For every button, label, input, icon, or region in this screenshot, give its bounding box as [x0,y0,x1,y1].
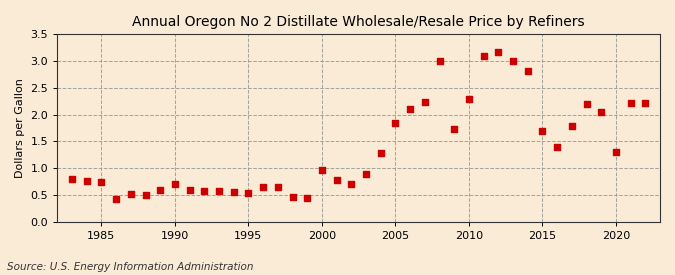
Point [449,127,460,131]
Point [508,58,518,63]
Point [184,187,195,192]
Point [126,192,136,196]
Point [111,197,122,201]
Point [522,68,533,73]
Point [140,193,151,197]
Point [287,195,298,199]
Point [464,97,475,101]
Point [331,178,342,183]
Point [96,179,107,184]
Y-axis label: Dollars per Gallon: Dollars per Gallon [15,78,25,178]
Point [169,182,180,186]
Point [273,185,284,190]
Point [302,196,313,200]
Point [551,145,562,150]
Point [537,128,548,133]
Title: Annual Oregon No 2 Distillate Wholesale/Resale Price by Refiners: Annual Oregon No 2 Distillate Wholesale/… [132,15,585,29]
Point [317,167,327,172]
Point [243,191,254,195]
Point [581,102,592,106]
Point [199,188,210,193]
Point [419,100,430,104]
Point [596,110,607,114]
Point [610,149,621,154]
Point [67,177,78,181]
Text: Source: U.S. Energy Information Administration: Source: U.S. Energy Information Administ… [7,262,253,272]
Point [390,120,401,125]
Point [405,107,416,111]
Point [228,190,239,194]
Point [640,101,651,105]
Point [434,58,445,63]
Point [566,124,577,129]
Point [375,151,386,155]
Point [213,189,224,193]
Point [625,101,636,106]
Point [493,50,504,54]
Point [346,182,356,186]
Point [258,185,269,189]
Point [478,54,489,59]
Point [155,187,165,192]
Point [81,179,92,183]
Point [360,171,371,176]
